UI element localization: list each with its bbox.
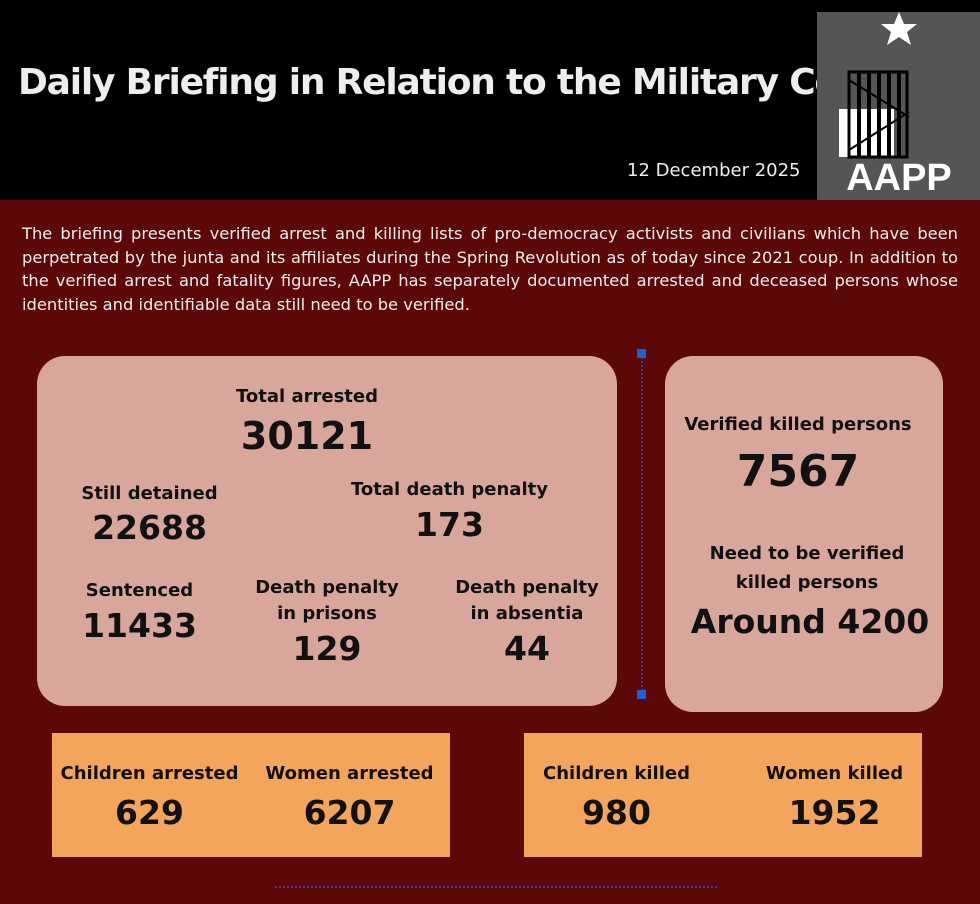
aapp-logo: AAPP bbox=[817, 12, 980, 200]
unverified-killed-value: Around 4200 bbox=[690, 602, 930, 641]
logo-text: AAPP bbox=[846, 157, 952, 199]
dp-prisons-label-1: Death penalty bbox=[255, 577, 399, 598]
briefing-date: 12 December 2025 bbox=[627, 160, 801, 181]
women-arrested-label: Women arrested bbox=[265, 763, 434, 784]
total-arrested-label: Total arrested bbox=[236, 386, 378, 407]
sentenced-value: 11433 bbox=[82, 606, 197, 645]
children-killed-label: Children killed bbox=[543, 763, 690, 784]
divider-line bbox=[641, 352, 643, 695]
divider-end-marker bbox=[637, 690, 646, 699]
women-killed-label: Women killed bbox=[765, 763, 904, 784]
killed-card: Verified killed persons 7567 Need to be … bbox=[665, 356, 943, 712]
divider-end-marker bbox=[637, 349, 646, 358]
page-title: Daily Briefing in Relation to the Milita… bbox=[18, 62, 888, 103]
still-detained-value: 22688 bbox=[92, 508, 207, 547]
bottom-divider bbox=[275, 886, 717, 888]
dp-absentia-label-1: Death penalty bbox=[455, 577, 599, 598]
dp-absentia-value: 44 bbox=[504, 629, 550, 668]
total-arrested-value: 30121 bbox=[240, 414, 374, 458]
verified-killed-value: 7567 bbox=[736, 446, 860, 497]
verified-killed-label: Verified killed persons bbox=[684, 414, 912, 435]
sentenced-label: Sentenced bbox=[85, 580, 194, 601]
children-killed-value: 980 bbox=[582, 793, 651, 832]
unverified-killed-label-2: killed persons bbox=[735, 572, 879, 593]
women-killed-value: 1952 bbox=[788, 793, 881, 832]
total-death-penalty-label: Total death penalty bbox=[351, 479, 548, 500]
arrests-card: Total arrested 30121 Still detained 2268… bbox=[37, 356, 617, 706]
intro-paragraph: The briefing presents verified arrest an… bbox=[22, 224, 958, 314]
dp-prisons-label-2: in prisons bbox=[277, 603, 377, 624]
still-detained-label: Still detained bbox=[81, 483, 218, 504]
unverified-killed-label-1: Need to be verified bbox=[709, 543, 905, 564]
total-death-penalty-value: 173 bbox=[415, 505, 484, 544]
children-arrested-value: 629 bbox=[115, 793, 184, 832]
arrest-breakdown-box: Children arrested 629 Women arrested 620… bbox=[52, 733, 450, 857]
killed-breakdown-box: Children killed 980 Women killed 1952 bbox=[524, 733, 922, 857]
dp-absentia-label-2: in absentia bbox=[470, 603, 584, 624]
dp-prisons-value: 129 bbox=[292, 629, 362, 668]
children-arrested-label: Children arrested bbox=[60, 763, 239, 784]
women-arrested-value: 6207 bbox=[303, 793, 396, 832]
header bbox=[0, 0, 980, 200]
